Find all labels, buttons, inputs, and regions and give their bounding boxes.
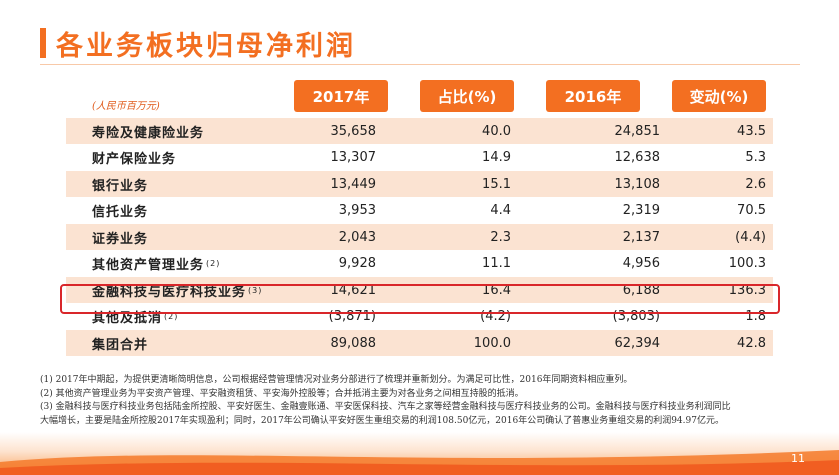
- value-2016: 4,956: [622, 256, 660, 271]
- value-2017: 2,043: [338, 229, 376, 245]
- value-2016: 6,188: [622, 282, 660, 298]
- table-row: 集团合并 89,088 100.0 62,394 42.8: [66, 330, 773, 356]
- change-percent: 100.3: [728, 256, 766, 271]
- change-percent: 70.5: [737, 203, 766, 218]
- change-percent: 2.6: [745, 176, 766, 192]
- change-percent: (4.4): [735, 229, 766, 245]
- table-row: 证券业务 2,043 2.3 2,137 (4.4): [66, 224, 773, 250]
- footnote-3: (3) 金融科技与医疗科技业务包括陆金所控股、平安好医生、金融壹账通、平安医保科…: [40, 402, 731, 412]
- value-2017: 14,621: [330, 282, 377, 298]
- share-percent: 15.1: [482, 176, 511, 192]
- header-share: 占比(%): [420, 80, 514, 112]
- value-2016: 2,319: [622, 203, 660, 218]
- segment-name-text: 银行业务: [92, 178, 149, 194]
- value-2017: 89,088: [330, 335, 377, 351]
- share-percent: 2.3: [490, 229, 511, 245]
- footnote-ref: (2): [206, 259, 221, 268]
- share-percent: 16.4: [482, 282, 511, 298]
- footnote-ref: (3): [248, 285, 263, 295]
- change-percent: 5.3: [745, 150, 766, 165]
- change-percent: 42.8: [737, 335, 766, 351]
- segment-name: 集团合并: [92, 330, 148, 356]
- segment-name-text: 其他及抵消: [92, 311, 163, 326]
- change-percent: 43.5: [737, 123, 766, 139]
- table-row: 寿险及健康险业务 35,658 40.0 24,851 43.5: [66, 118, 773, 144]
- footnote-ref: (2): [164, 312, 179, 321]
- share-percent: 4.4: [490, 203, 511, 218]
- segment-name: 寿险及健康险业务: [92, 118, 204, 144]
- footnotes: (1) 2017年中期起，为提供更清晰简明信息，公司根据经营管理情况对业务分部进…: [40, 374, 810, 428]
- page-title: 各业务板块归母净利润: [56, 31, 356, 62]
- segment-name-text: 其他资产管理业务: [92, 258, 205, 273]
- table-row: 财产保险业务 13,307 14.9 12,638 5.3: [66, 145, 773, 171]
- segment-name: 信托业务: [92, 198, 148, 224]
- table-row: 其他资产管理业务 (2) 9,928 11.1 4,956 100.3: [66, 251, 773, 277]
- table-row: 信托业务 3,953 4.4 2,319 70.5: [66, 198, 773, 224]
- footer-wave-decoration: [0, 450, 839, 475]
- segment-name-text: 财产保险业务: [92, 152, 177, 167]
- segment-name: 金融科技与医疗科技业务 (3): [92, 277, 262, 303]
- value-2017: 13,449: [330, 176, 377, 192]
- title-divider: [40, 64, 800, 65]
- share-percent: 11.1: [482, 256, 511, 271]
- page-number: 11: [791, 452, 805, 465]
- value-2017: 3,953: [338, 203, 376, 218]
- table-row: 银行业务 13,449 15.1 13,108 2.6: [66, 171, 773, 197]
- segment-name-text: 寿险及健康险业务: [92, 125, 205, 141]
- share-percent: 40.0: [482, 123, 511, 139]
- value-2016: 62,394: [614, 335, 661, 351]
- unit-label: (人民币百万元): [92, 101, 160, 112]
- segment-name-text: 信托业务: [92, 205, 149, 220]
- header-2017: 2017年: [294, 80, 388, 112]
- segment-name-text: 集团合并: [92, 337, 149, 353]
- share-percent: 100.0: [473, 335, 511, 351]
- segment-name: 其他及抵消 (2): [92, 304, 178, 330]
- value-2017: 13,307: [330, 150, 377, 165]
- segment-name-text: 金融科技与医疗科技业务: [92, 284, 247, 300]
- value-2016: 13,108: [614, 176, 661, 192]
- segment-name: 其他资产管理业务 (2): [92, 251, 220, 277]
- footnote-2: (2) 其他资产管理业务为平安资产管理、平安融资租赁、平安海外控股等；合并抵消主…: [40, 388, 524, 399]
- table-row: 金融科技与医疗科技业务 (3) 14,621 16.4 6,188 136.3: [66, 277, 773, 303]
- value-2016: 12,638: [614, 150, 661, 165]
- value-2016: 2,137: [622, 229, 660, 245]
- value-2017: 35,658: [330, 123, 377, 139]
- segment-name-text: 证券业务: [92, 231, 149, 247]
- highlight-box: [60, 284, 780, 314]
- header-change: 变动(%): [672, 80, 766, 112]
- share-percent: 14.9: [482, 150, 511, 165]
- segment-name: 财产保险业务: [92, 145, 176, 171]
- header-2016: 2016年: [546, 80, 640, 112]
- title-accent-bar: [40, 28, 46, 58]
- change-percent: 136.3: [728, 282, 766, 298]
- segment-name: 银行业务: [92, 171, 148, 197]
- footnote-1: (1) 2017年中期起，为提供更清晰简明信息，公司根据经营管理情况对业务分部进…: [40, 375, 633, 385]
- segment-name: 证券业务: [92, 224, 148, 250]
- value-2017: 9,928: [338, 256, 376, 271]
- value-2016: 24,851: [614, 123, 661, 139]
- footnote-3-cont: 大幅增长，主要是陆金所控股2017年实现盈利；同时，2017年公司确认平安好医生…: [40, 415, 724, 426]
